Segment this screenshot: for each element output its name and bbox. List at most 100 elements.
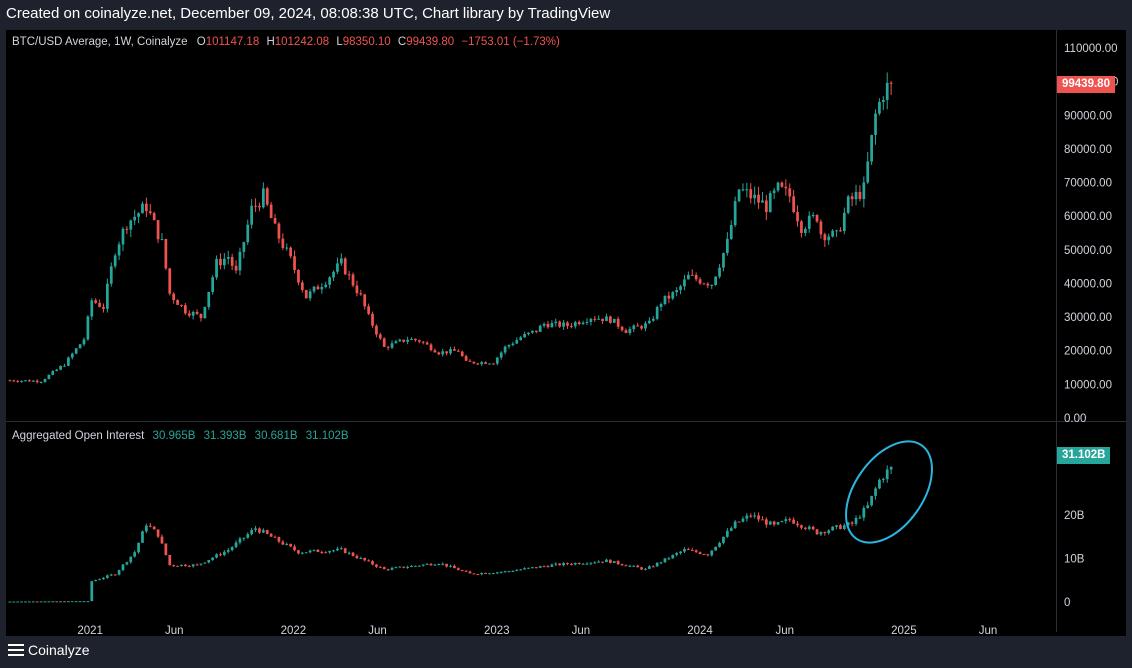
candle-body bbox=[764, 519, 768, 525]
candle-body bbox=[835, 230, 838, 232]
candle-body bbox=[339, 548, 343, 550]
candle-body bbox=[800, 221, 803, 233]
candle-body bbox=[390, 343, 394, 348]
last-oi-label: 31.102B bbox=[1057, 447, 1111, 464]
chart-area[interactable] bbox=[6, 30, 1126, 636]
candle-body bbox=[414, 565, 417, 567]
candle-body bbox=[437, 352, 441, 355]
candle-body bbox=[679, 551, 682, 554]
candle-body bbox=[16, 601, 20, 603]
pane-divider[interactable] bbox=[6, 421, 1126, 422]
candle-body bbox=[445, 563, 448, 567]
candle-body bbox=[776, 182, 780, 191]
candle-body bbox=[842, 212, 846, 231]
candle-body bbox=[714, 276, 718, 285]
candle-body bbox=[47, 601, 51, 603]
candle-body bbox=[714, 546, 718, 551]
candle-body bbox=[573, 562, 577, 565]
candle-body bbox=[86, 316, 90, 340]
candle-body bbox=[788, 519, 792, 521]
candle-body bbox=[437, 564, 441, 566]
candle-body bbox=[285, 247, 289, 249]
candle-body bbox=[351, 552, 355, 556]
candle-body bbox=[43, 379, 47, 382]
candle-body bbox=[320, 552, 324, 554]
candle-body bbox=[710, 550, 714, 556]
candle-body bbox=[94, 579, 98, 582]
candle-body bbox=[644, 568, 647, 570]
candle-body bbox=[98, 302, 101, 307]
candle-body bbox=[620, 564, 624, 566]
candle-body bbox=[265, 530, 269, 534]
candle-body bbox=[230, 257, 234, 266]
candle-body bbox=[870, 495, 873, 506]
candle-body bbox=[39, 381, 43, 383]
candle-body bbox=[468, 571, 472, 574]
candle-body bbox=[343, 548, 347, 554]
candle-body bbox=[12, 601, 16, 603]
candle-body bbox=[792, 519, 796, 524]
candle-body bbox=[733, 201, 737, 226]
menu-icon[interactable] bbox=[8, 644, 24, 656]
candle-body bbox=[690, 274, 694, 276]
price-legend-symbol: BTC/USD Average, 1W, Coinalyze bbox=[12, 36, 188, 48]
candle-body bbox=[195, 311, 199, 314]
candle-body bbox=[363, 557, 367, 561]
candle-body bbox=[648, 320, 651, 324]
candle-body bbox=[78, 344, 82, 349]
candle-body bbox=[67, 357, 70, 366]
candle-body bbox=[8, 380, 12, 382]
candle-body bbox=[339, 258, 343, 264]
candle-body bbox=[375, 325, 378, 335]
candle-body bbox=[363, 294, 367, 307]
candle-body bbox=[835, 525, 838, 527]
candle-body bbox=[265, 188, 269, 205]
candle-body bbox=[293, 546, 296, 551]
legend-c-label: C bbox=[397, 36, 407, 48]
candle-body bbox=[117, 244, 121, 256]
candle-body bbox=[378, 566, 382, 568]
candle-body bbox=[203, 562, 207, 564]
candle-body bbox=[710, 284, 714, 286]
candle-body bbox=[686, 548, 690, 550]
candle-body bbox=[51, 371, 55, 375]
footer-brand[interactable]: Coinalyze bbox=[8, 642, 89, 658]
candle-body bbox=[269, 533, 273, 537]
candle-body bbox=[515, 570, 519, 572]
candle-body bbox=[558, 321, 562, 327]
candle-body bbox=[757, 515, 760, 520]
candle-body bbox=[164, 543, 168, 555]
candle-body bbox=[636, 325, 640, 327]
candle-body bbox=[768, 193, 772, 213]
candle-body bbox=[133, 552, 137, 557]
candle-body bbox=[675, 290, 679, 293]
candle-body bbox=[597, 561, 601, 563]
candle-body bbox=[472, 361, 476, 364]
candle-body bbox=[499, 352, 503, 358]
candle-body bbox=[460, 570, 464, 572]
candle-body bbox=[511, 343, 515, 346]
candle-body bbox=[889, 466, 893, 470]
y-tick-label: 90000.00 bbox=[1064, 110, 1112, 122]
candle-body bbox=[277, 223, 281, 239]
price-axis-border bbox=[1056, 30, 1057, 632]
candle-body bbox=[35, 380, 39, 383]
oi-legend-name: Aggregated Open Interest bbox=[12, 430, 145, 442]
candle-body bbox=[597, 318, 601, 320]
candle-body bbox=[414, 338, 417, 341]
y-tick-label: 10000.00 bbox=[1064, 379, 1112, 391]
candle-body bbox=[862, 508, 866, 518]
candle-body bbox=[433, 564, 437, 566]
price-legend: BTC/USD Average, 1W, Coinalyze O101147.1… bbox=[12, 36, 560, 48]
candle-body bbox=[706, 554, 710, 556]
candle-body bbox=[585, 563, 589, 565]
candle-body bbox=[250, 530, 254, 535]
candle-body bbox=[796, 523, 799, 526]
candle-body bbox=[43, 601, 47, 603]
legend-o-label: O bbox=[196, 36, 206, 48]
candle-body bbox=[312, 286, 316, 292]
x-tick-label: 2025 bbox=[891, 625, 917, 637]
candle-body bbox=[211, 277, 215, 292]
candle-body bbox=[784, 186, 788, 189]
